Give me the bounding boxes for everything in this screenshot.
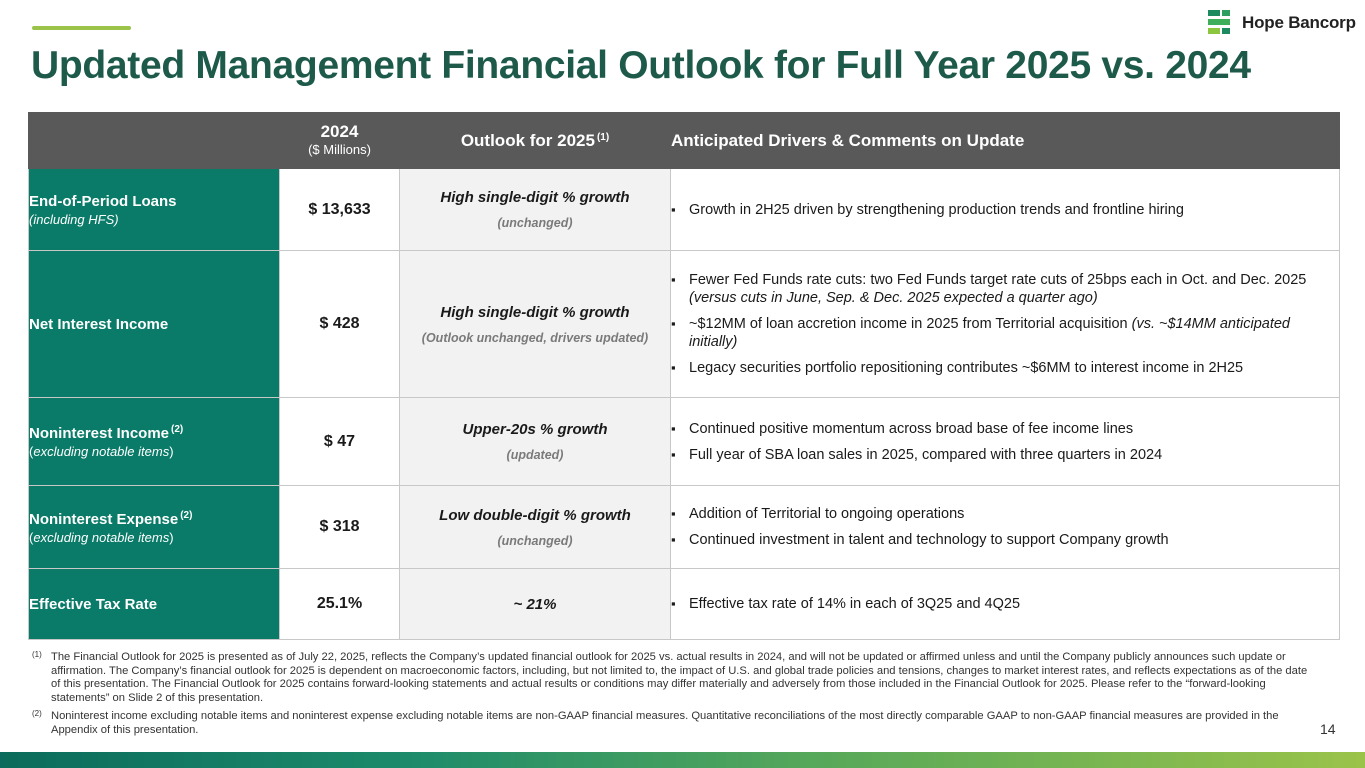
driver-bullet: Legacy securities portfolio repositionin… [671, 359, 1339, 377]
table-row-tax-rate: Effective Tax Rate 25.1% ~ 21% Effective… [28, 568, 1340, 640]
row-label-text: Noninterest Income [29, 425, 170, 442]
outlook-nii: High single-digit % growth (Outlook unch… [399, 250, 671, 398]
page-title: Updated Management Financial Outlook for… [31, 44, 1251, 87]
row-label-loans: End-of-Period Loans (including HFS) [28, 168, 280, 251]
footnote-ref: (2) [171, 424, 184, 435]
outlook-tax-rate: ~ 21% [399, 568, 671, 640]
row-label-sub: (excluding notable items) [29, 529, 174, 545]
row-label-text: Net Interest Income [29, 315, 169, 333]
value-2024-loans: $ 13,633 [279, 168, 400, 251]
outlook-loans: High single-digit % growth (unchanged) [399, 168, 671, 251]
outlook-note: (updated) [506, 448, 564, 462]
table-header-row: 2024 ($ Millions) Outlook for 2025 (1) An… [28, 112, 1340, 169]
row-label-nii: Net Interest Income [28, 250, 280, 398]
outlook-text: High single-digit % growth [440, 189, 630, 206]
hope-bancorp-logo-mark-icon [1208, 10, 1230, 34]
company-logo: Hope Bancorp [1208, 10, 1356, 36]
row-label-noninterest-expense: Noninterest Expense (2) (excluding notabl… [28, 485, 280, 569]
table-row-noninterest-expense: Noninterest Expense (2) (excluding notabl… [28, 485, 1340, 569]
value-2024-tax-rate: 25.1% [279, 568, 400, 640]
driver-bullet: ~$12MM of loan accretion income in 2025 … [671, 315, 1339, 351]
logo-name: Hope Bancorp [1242, 13, 1356, 32]
value-2024-noninterest-expense: $ 318 [279, 485, 400, 569]
row-label-noninterest-income: Noninterest Income (2) (excluding notable… [28, 397, 280, 486]
footnote-2: (2) Noninterest income excluding notable… [32, 709, 1312, 737]
row-label-text: Effective Tax Rate [29, 595, 158, 613]
footnote-1: (1) The Financial Outlook for 2025 is pr… [32, 650, 1312, 705]
value-2024-nii: $ 428 [279, 250, 400, 398]
title-accent-bar [32, 26, 131, 30]
table-row-loans: End-of-Period Loans (including HFS) $ 13… [28, 168, 1340, 251]
footnote-mark: (1) [32, 650, 42, 659]
page-number: 14 [1320, 721, 1336, 737]
drivers-noninterest-income: Continued positive momentum across broad… [670, 397, 1340, 486]
footnote-mark: (2) [32, 709, 42, 718]
footnote-text: The Financial Outlook for 2025 is presen… [51, 651, 1308, 704]
footnote-ref: (2) [180, 509, 193, 521]
outlook-text: Low double-digit % growth [439, 506, 631, 524]
table-row-noninterest-income: Noninterest Income (2) (excluding notable… [28, 397, 1340, 486]
header-outlook: Outlook for 2025 (1) [399, 112, 671, 169]
row-label-sub: (excluding notable items) [29, 444, 174, 459]
outlook-text: Upper-20s % growth [462, 421, 608, 438]
row-label-tax-rate: Effective Tax Rate [28, 568, 280, 640]
outlook-noninterest-expense: Low double-digit % growth (unchanged) [399, 485, 671, 569]
drivers-nii: Fewer Fed Funds rate cuts: two Fed Funds… [670, 250, 1340, 398]
outlook-text: ~ 21% [513, 595, 557, 613]
outlook-note: (unchanged) [497, 533, 573, 548]
drivers-tax-rate: Effective tax rate of 14% in each of 3Q2… [670, 568, 1340, 640]
drivers-loans: Growth in 2H25 driven by strengthening p… [670, 168, 1340, 251]
footnotes: (1) The Financial Outlook for 2025 is pr… [32, 650, 1312, 742]
drivers-noninterest-expense: Addition of Territorial to ongoing opera… [670, 485, 1340, 569]
table-row-nii: Net Interest Income $ 428 High single-di… [28, 250, 1340, 398]
header-2024: 2024 ($ Millions) [279, 112, 400, 169]
header-outlook-label: Outlook for 2025 [460, 130, 595, 150]
financial-outlook-table: 2024 ($ Millions) Outlook for 2025 (1) An… [28, 112, 1340, 640]
outlook-note: (unchanged) [497, 216, 573, 230]
row-label-sub: (including HFS) [29, 211, 119, 227]
row-label-text: End-of-Period Loans [29, 192, 177, 210]
header-blank [28, 112, 280, 169]
value-2024-noninterest-income: $ 47 [279, 397, 400, 486]
header-drivers: Anticipated Drivers & Comments on Update [670, 112, 1340, 169]
header-outlook-footnote-ref: (1) [596, 131, 610, 143]
header-year: 2024 [320, 121, 359, 141]
driver-bullet: Full year of SBA loan sales in 2025, com… [671, 446, 1339, 464]
row-label-text: Noninterest Expense [29, 510, 179, 528]
driver-bullet: Continued investment in talent and techn… [671, 531, 1339, 549]
driver-bullet: Effective tax rate of 14% in each of 3Q2… [671, 595, 1339, 613]
driver-bullet: Growth in 2H25 driven by strengthening p… [671, 201, 1339, 219]
header-year-units: ($ Millions) [308, 141, 371, 157]
outlook-text: High single-digit % growth [440, 303, 630, 321]
outlook-noninterest-income: Upper-20s % growth (updated) [399, 397, 671, 486]
footnote-text: Noninterest income excluding notable ite… [51, 710, 1279, 736]
driver-bullet: Addition of Territorial to ongoing opera… [671, 505, 1339, 523]
driver-bullet: Fewer Fed Funds rate cuts: two Fed Funds… [671, 271, 1339, 307]
outlook-note: (Outlook unchanged, drivers updated) [421, 330, 649, 345]
bottom-gradient-bar [0, 752, 1365, 768]
driver-bullet: Continued positive momentum across broad… [671, 420, 1339, 438]
